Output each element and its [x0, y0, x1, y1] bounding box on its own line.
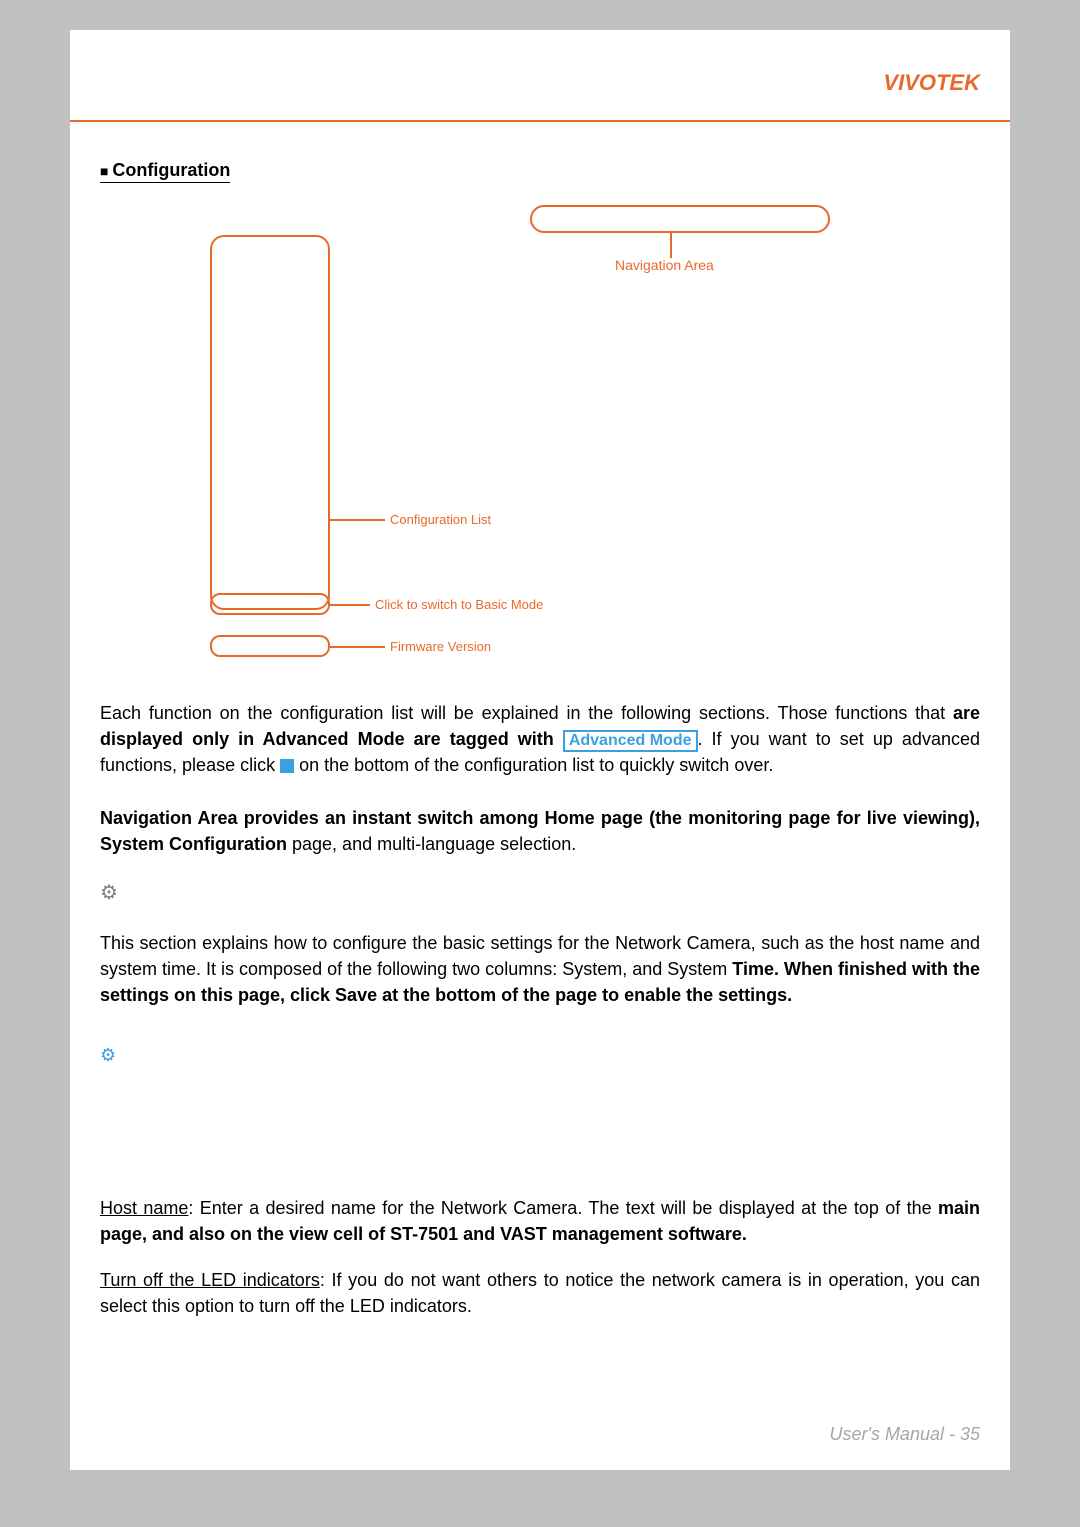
paragraph-3: This section explains how to configure t… [100, 930, 980, 1008]
p1d-text: on the bottom of the configuration list … [294, 755, 773, 775]
firmware-label: Firmware Version [390, 639, 491, 654]
paragraph-2: Navigation Area provides an instant swit… [100, 805, 980, 857]
system-heading-icon: ⚙ [100, 880, 118, 905]
system-subheading-icon: ⚙ [100, 1045, 116, 1066]
config-list-line [330, 519, 385, 521]
p2a-text: Navigation Area provides an instant swit… [100, 808, 980, 828]
navigation-area-label: Navigation Area [615, 257, 714, 273]
configuration-diagram: Navigation Area Configuration List Click… [100, 205, 980, 685]
header-divider [70, 120, 1010, 122]
section-title: Configuration [100, 160, 230, 183]
navigation-area-box [530, 205, 830, 233]
firmware-line [330, 646, 385, 648]
brand-header: VIVOTEK [883, 70, 980, 96]
config-list-box [210, 235, 330, 610]
p4a-text: : Enter a desired name for the Network C… [188, 1198, 938, 1218]
led-label: Turn off the LED indicators [100, 1270, 320, 1290]
p1a-text: Each function on the configuration list … [100, 703, 953, 723]
paragraph-1: Each function on the configuration list … [100, 700, 980, 778]
p2b-text: System Configuration [100, 834, 287, 854]
firmware-box [210, 635, 330, 657]
paragraph-5: Turn off the LED indicators: If you do n… [100, 1267, 980, 1319]
host-name-label: Host name [100, 1198, 188, 1218]
navigation-area-tick [670, 233, 672, 258]
p2c-text: page, and multi-language selection. [287, 834, 576, 854]
paragraph-4: Host name: Enter a desired name for the … [100, 1195, 980, 1247]
basic-mode-line [330, 604, 370, 606]
page-footer: User's Manual - 35 [830, 1424, 981, 1445]
mode-switch-icon [280, 759, 294, 773]
advanced-mode-tag: Advanced Mode [563, 730, 698, 752]
basic-mode-label: Click to switch to Basic Mode [375, 597, 543, 612]
config-list-label: Configuration List [390, 512, 491, 527]
basic-mode-box [210, 593, 330, 615]
